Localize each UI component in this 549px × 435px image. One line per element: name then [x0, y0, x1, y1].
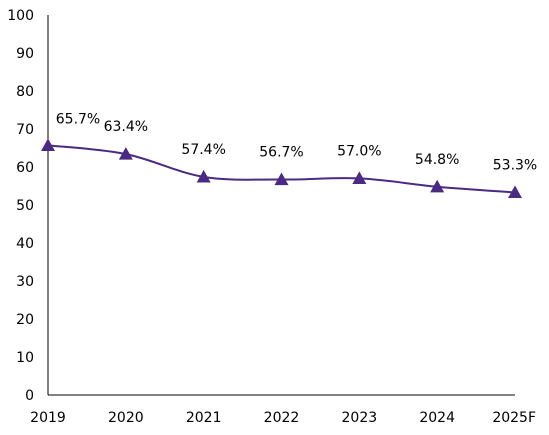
x-axis-tick-labels: 2019 2020 2021 2022 2023 2024 2025F — [30, 410, 536, 426]
x-tick-label: 2024 — [419, 410, 455, 426]
x-tick-label: 2021 — [186, 410, 222, 426]
data-label: 57.4% — [181, 142, 225, 158]
data-label: 53.3% — [493, 157, 537, 173]
data-point-marker — [352, 171, 367, 184]
series-markers — [41, 138, 522, 199]
data-label: 57.0% — [337, 143, 381, 159]
x-tick-label: 2019 — [30, 410, 66, 426]
x-tick-label: 2022 — [264, 410, 300, 426]
data-point-marker — [274, 172, 289, 186]
y-tick-label: 10 — [16, 350, 34, 366]
data-labels: 65.7% 63.4% 57.4% 56.7% 57.0% 54.8% 53.3% — [56, 111, 537, 173]
x-tick-label: 2020 — [108, 410, 144, 426]
x-tick-label: 2023 — [342, 410, 378, 426]
data-label: 54.8% — [415, 152, 459, 168]
y-tick-label: 90 — [16, 46, 34, 62]
y-tick-label: 60 — [16, 160, 34, 176]
data-label: 65.7% — [56, 111, 100, 127]
y-axis-tick-labels: 0 10 20 30 40 50 60 70 80 90 100 — [7, 8, 34, 404]
y-tick-label: 30 — [16, 274, 34, 290]
y-tick-label: 70 — [16, 122, 34, 138]
data-point-marker — [430, 179, 445, 193]
data-label: 56.7% — [259, 145, 303, 161]
data-point-marker — [118, 147, 133, 160]
data-label: 63.4% — [104, 119, 148, 135]
data-point-marker — [508, 185, 522, 199]
y-tick-label: 100 — [7, 8, 34, 24]
y-tick-label: 50 — [16, 198, 34, 214]
data-point-marker — [41, 138, 55, 151]
y-tick-label: 0 — [25, 388, 34, 404]
x-tick-label: 2025F — [492, 410, 536, 426]
y-tick-label: 20 — [16, 312, 34, 328]
y-tick-label: 80 — [16, 84, 34, 100]
y-tick-label: 40 — [16, 236, 34, 252]
data-point-marker — [196, 169, 211, 183]
